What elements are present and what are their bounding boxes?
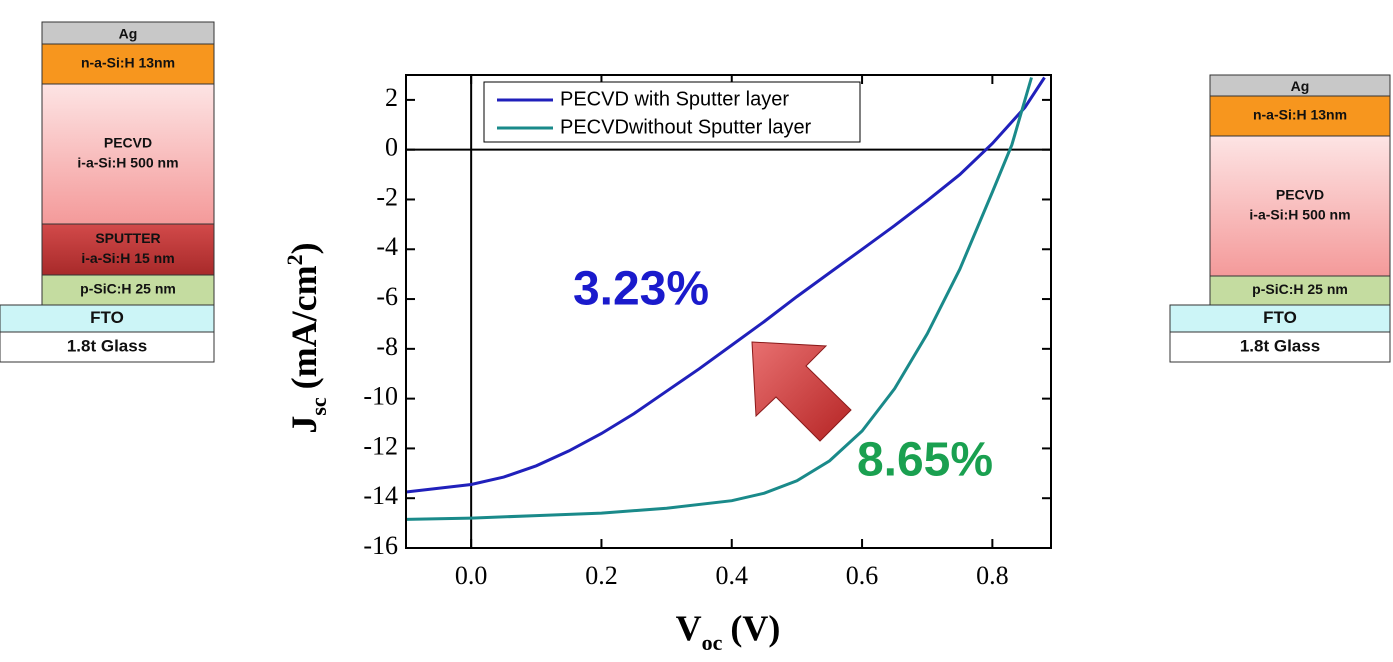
x-tick-label: 0.4: [716, 561, 749, 590]
plot-frame: [405, 74, 1052, 549]
y-tick-label: -14: [363, 481, 398, 510]
legend-label: PECVDwithout Sputter layer: [560, 116, 812, 138]
y-axis-title-unit: (mA/cm: [284, 265, 324, 389]
layer-label: Ag: [119, 26, 138, 42]
series-line: [406, 76, 1046, 494]
layer-label: p-SiC:H 25 nm: [1252, 281, 1348, 297]
layer: [1209, 95, 1391, 137]
x-tick-label: 0.0: [455, 561, 488, 590]
layer-label: FTO: [1263, 308, 1297, 327]
layer-label: PECVD: [1276, 187, 1324, 203]
layer: [1169, 331, 1391, 363]
chart: -16 -14 -12 -10 -8 -6 -4 -2 0 2 0.0 0.2 0.4 0.6 0.8 PEC…: [282, 74, 1052, 655]
y-tick-label: 0: [385, 133, 398, 162]
layer-label: i-a-Si:H 500 nm: [77, 155, 178, 171]
layer-label: SPUTTER: [95, 230, 160, 246]
x-tick-label: 0.2: [585, 561, 618, 590]
layer-label: PECVD: [104, 135, 152, 151]
layer: [0, 331, 215, 363]
layer-label: 1.8t Glass: [1240, 336, 1320, 355]
y-tick-label: -16: [363, 531, 398, 560]
layer-label: n-a-Si:H 13nm: [81, 55, 175, 71]
layer: [41, 43, 215, 85]
x-tick-label: 0.8: [976, 561, 1009, 590]
x-axis-title-unit: (V): [730, 608, 780, 648]
layer: [1209, 275, 1391, 306]
layer-label: i-a-Si:H 500 nm: [1249, 207, 1350, 223]
y-axis-title-sub: sc: [306, 397, 331, 416]
annotation: 3.23%: [573, 263, 709, 316]
y-axis-title-sup: 2: [282, 254, 307, 265]
layer: [41, 223, 215, 276]
legend-box: [483, 81, 861, 143]
layer-label: FTO: [90, 308, 124, 327]
y-tick-label: -10: [363, 382, 398, 411]
x-tick-label: 0.6: [846, 561, 879, 590]
y-tick-label: -4: [376, 232, 398, 261]
y-axis-title: Jsc (mA/cm2): [282, 242, 331, 433]
layer-label: Ag: [1291, 78, 1310, 94]
y-tick-label: -6: [376, 282, 398, 311]
legend-label: PECVD with Sputter layer: [560, 88, 789, 110]
layer: [0, 304, 215, 333]
layer: [41, 83, 215, 225]
x-axis-title: Voc (V): [676, 608, 781, 655]
y-axis-title-main: J: [284, 416, 324, 434]
layer-label: 1.8t Glass: [67, 336, 147, 355]
layer-label: i-a-Si:H 15 nm: [81, 250, 174, 266]
layer-label: p-SiC:H 25 nm: [80, 281, 176, 297]
y-tick-label: -2: [376, 182, 398, 211]
arrow: [751, 341, 852, 442]
layer: [1209, 135, 1391, 277]
layer-label: n-a-Si:H 13nm: [1253, 107, 1347, 123]
series-line: [406, 77, 1033, 521]
x-axis-title-main: V: [676, 608, 702, 648]
layer-stacks: Ag n-a-Si:H 13nm PECVD i-a-Si:H 500 nm SPUTT…: [0, 21, 1391, 363]
x-axis-title-sub: oc: [702, 630, 723, 655]
y-axis-title-close: ): [284, 242, 324, 254]
y-tick-label: -8: [376, 332, 398, 361]
y-tick-label: -12: [363, 431, 398, 460]
series-group: [406, 76, 1046, 521]
layer: [1169, 304, 1391, 333]
y-tick-label: 2: [385, 83, 398, 112]
annotation: 8.65%: [857, 434, 993, 487]
